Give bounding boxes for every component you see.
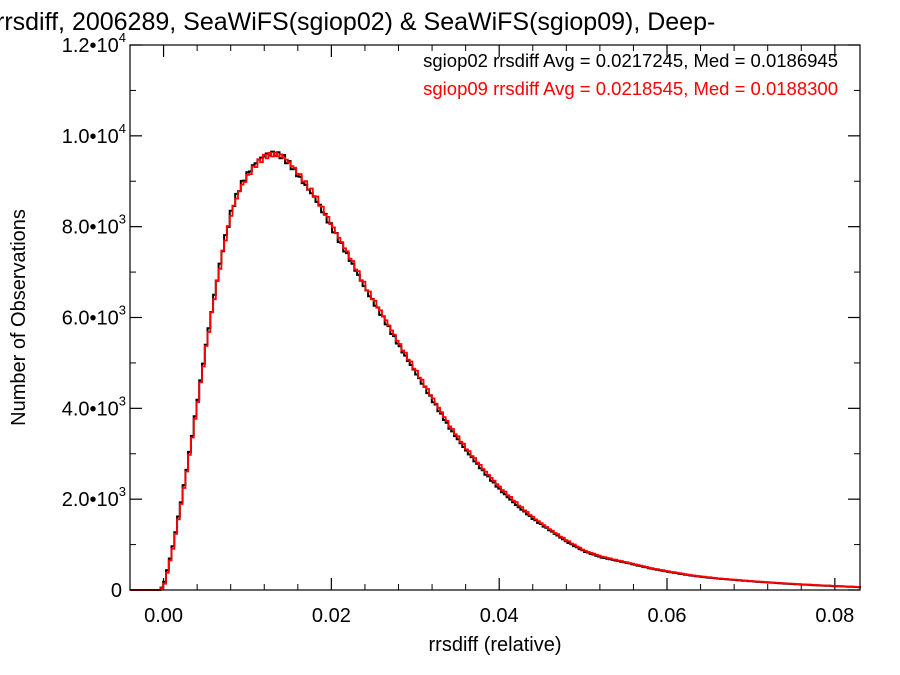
x-tick-label: 0.06: [648, 605, 687, 627]
y-tick-label: 4.0•103: [62, 393, 126, 420]
plot-frame: [129, 44, 861, 591]
x-tick-label: 0.08: [815, 605, 854, 627]
x-axis: 0.00 0.02 0.04 0.06 0.08: [129, 45, 854, 627]
x-tick-label: 0.02: [312, 605, 351, 627]
y-tick-label: 2.0•103: [62, 484, 126, 511]
y-tick-label: 0: [111, 580, 122, 602]
series-sgiop02-line: [130, 150, 861, 591]
y-tick-label: 1.2•104: [62, 30, 126, 57]
series-sgiop09-line: [130, 151, 861, 591]
legend-entry-sgiop09: sgiop09 rrsdiff Avg = 0.0218545, Med = 0…: [423, 78, 838, 99]
x-axis-label: rrsdiff (relative): [429, 634, 562, 656]
legend-entry-sgiop02: sgiop02 rrsdiff Avg = 0.0217245, Med = 0…: [423, 50, 838, 71]
series-layer: [130, 150, 861, 591]
chart-title: rrsdiff, 2006289, SeaWiFS(sgiop02) & Sea…: [0, 8, 716, 36]
y-axis-label: Number of Observations: [8, 209, 30, 426]
y-tick-label: 1.0•104: [62, 121, 126, 148]
x-tick-label: 0.00: [144, 605, 183, 627]
x-tick-label: 0.04: [480, 605, 519, 627]
y-tick-label: 8.0•103: [62, 212, 126, 239]
y-axis: 0 2.0•103 4.0•103 6.0•103 8.0•103 1.0•104 1.2•…: [62, 30, 860, 602]
y-tick-label: 6.0•103: [62, 303, 126, 330]
